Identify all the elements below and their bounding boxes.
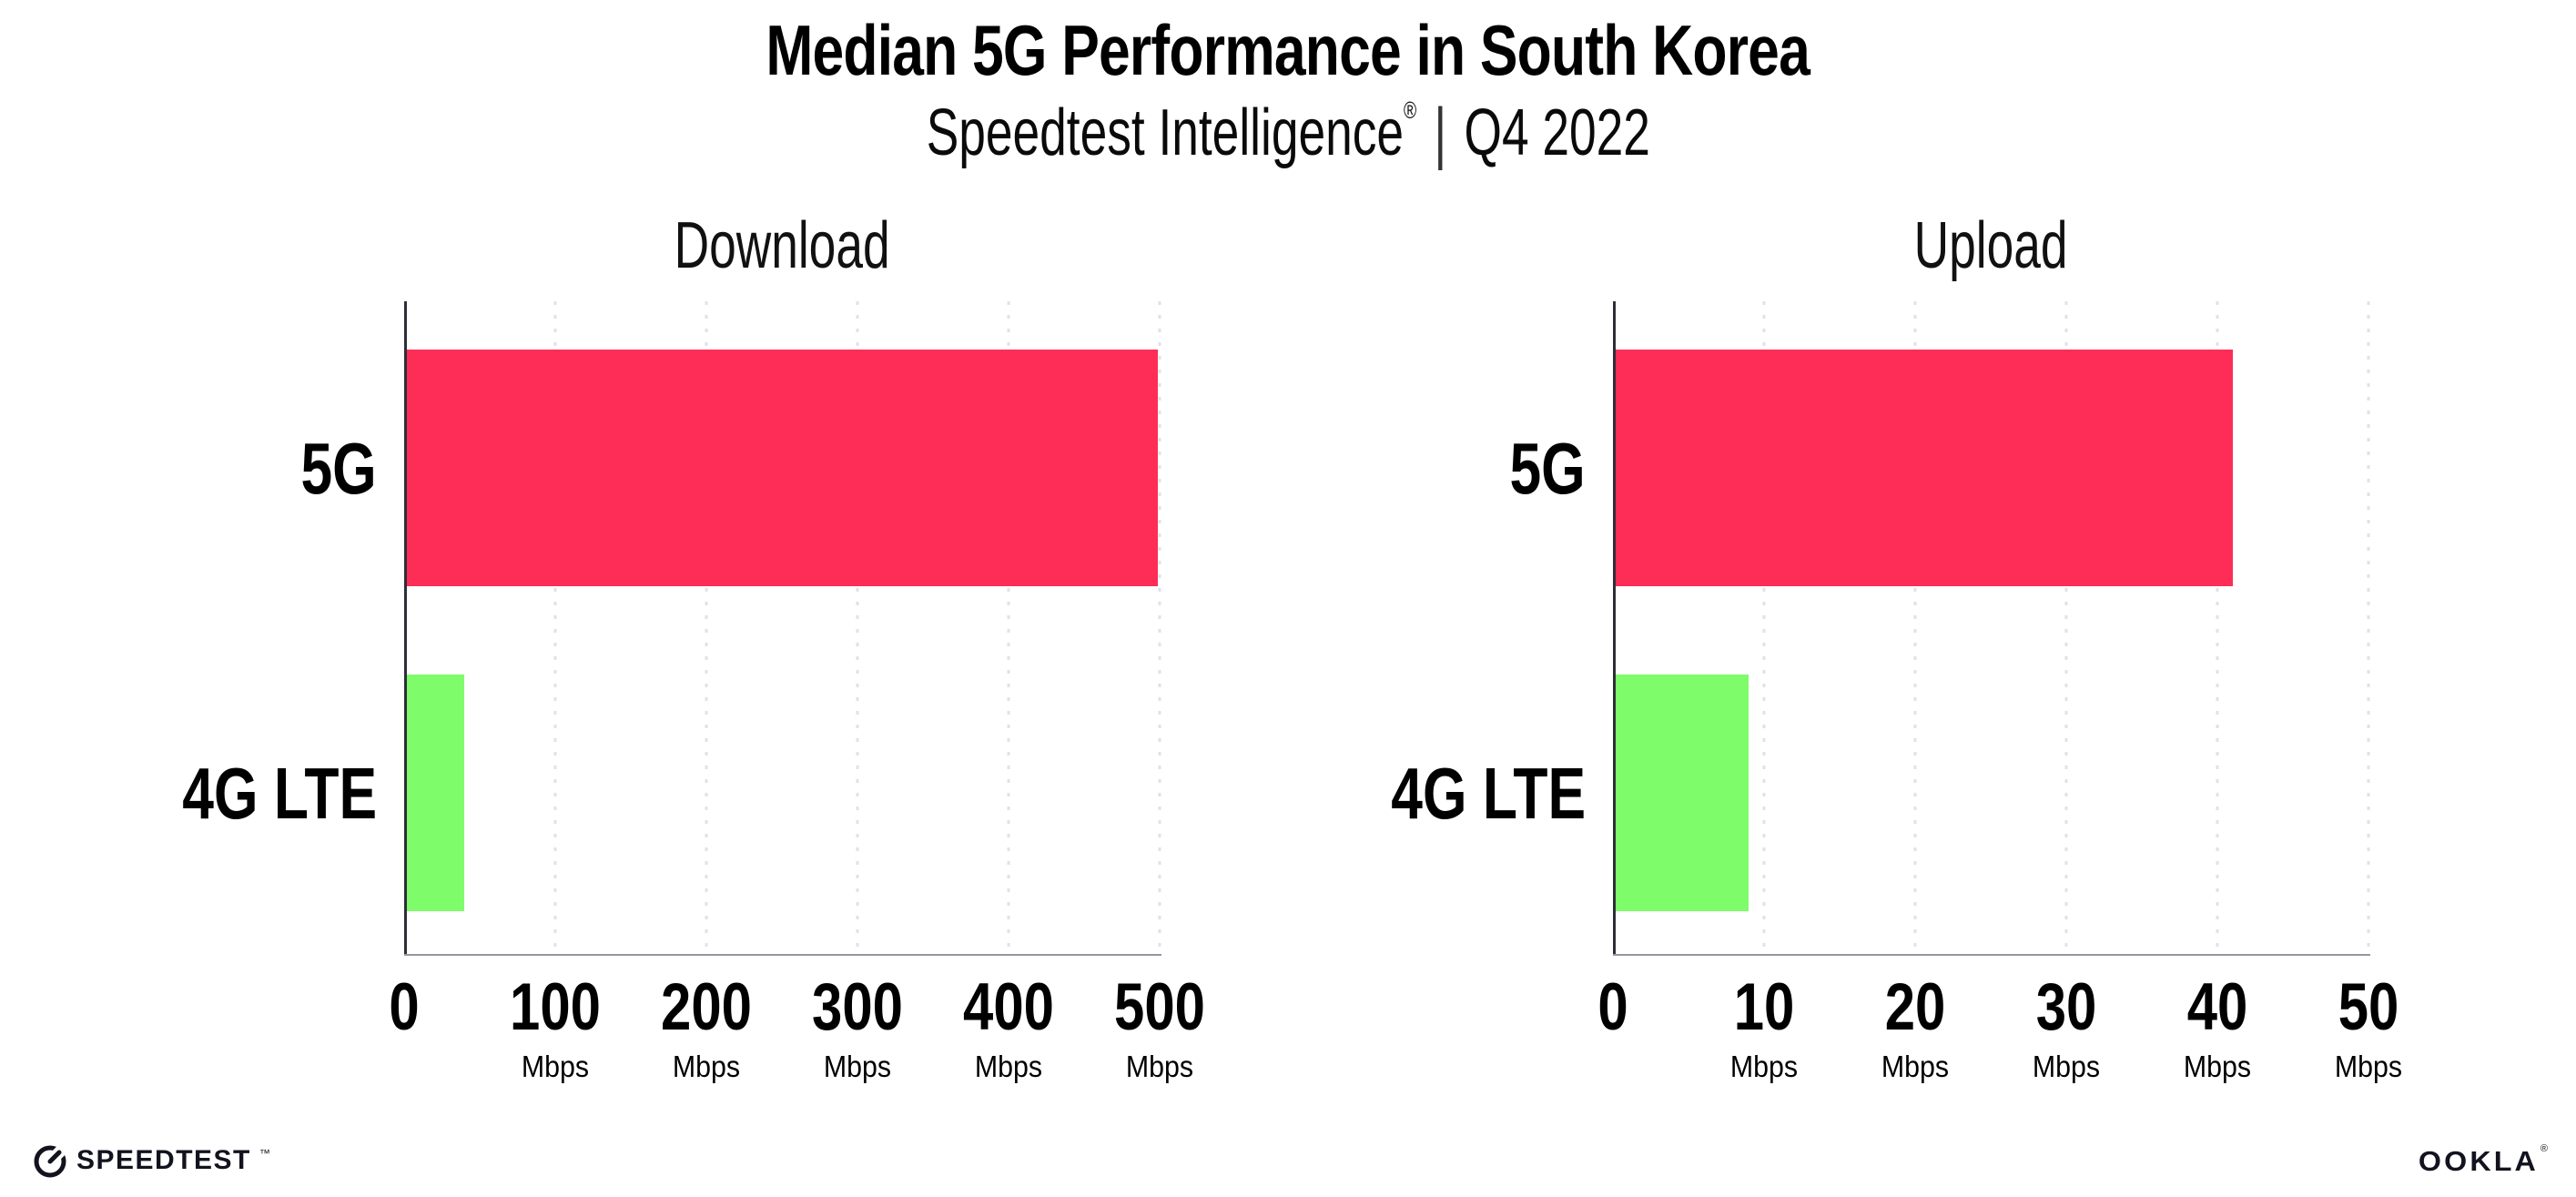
speedtest-trademark-icon: ™: [259, 1147, 270, 1160]
x-tick-10: 10 Mbps: [1727, 954, 1800, 1081]
chart-title-wrap: Upload: [1613, 213, 2368, 301]
bar-4g-lte-upload: [1616, 674, 1749, 911]
figure-title-text: Median 5G Performance in South Korea: [766, 10, 1810, 90]
figure-footer: SPEEDTEST ™ OOKLA ®: [32, 1142, 2548, 1179]
x-tick-unit-label: Mbps: [2183, 1050, 2252, 1083]
x-tick-unit-label: Mbps: [1729, 1050, 1799, 1083]
y-axis-line: [404, 301, 407, 954]
x-axis-ticks: 0 100 Mbps 200 Mbps 300 Mbps 400 Mbps 500 Mbps: [389, 954, 1205, 1090]
x-tick-300: 300 Mbps: [802, 954, 913, 1081]
category-axis: 5G 4G LTE: [36, 301, 404, 954]
x-tick-unit-label: Mbps: [1125, 1050, 1194, 1083]
gridline-200: [705, 301, 708, 954]
figure-title: Median 5G Performance in South Korea: [0, 15, 2576, 86]
x-axis-line: [1613, 954, 2370, 956]
panel-corner-spacer: [1160, 213, 1613, 301]
x-tick-400: 400 Mbps: [953, 954, 1064, 1081]
category-label-5g: 5G: [1509, 427, 1586, 509]
charts-row: Download 5G 4G LTE 0 100 Mbps 200 Mbps 300 Mbps…: [0, 213, 2576, 1090]
x-tick-unit-label: Mbps: [974, 1050, 1043, 1083]
x-tick-label: 50: [2338, 970, 2399, 1044]
x-tick-label: 500: [1114, 970, 1205, 1044]
x-tick-label: 400: [963, 970, 1054, 1044]
subtitle-period: Q4 2022: [1464, 96, 1650, 169]
x-tick-label: 20: [1884, 970, 1946, 1044]
x-tick-unit-label: Mbps: [672, 1050, 741, 1083]
x-tick-unit-label: Mbps: [521, 1050, 590, 1083]
plot-area: [1613, 301, 2370, 956]
chart-title: Download: [674, 209, 890, 282]
x-tick-0: 0: [1595, 954, 1632, 1040]
bar-5g-upload: [1616, 349, 2233, 586]
x-tick-0: 0: [386, 954, 423, 1040]
x-tick-label: 30: [2035, 970, 2097, 1044]
panel-corner-spacer: [36, 213, 404, 301]
download-chart-panel: Download 5G 4G LTE 0 100 Mbps 200 Mbps 300 Mbps…: [36, 213, 1205, 1090]
ookla-registered-icon: ®: [2540, 1142, 2548, 1154]
y-axis-line: [1613, 301, 1616, 954]
ookla-logo: OOKLA ®: [2419, 1143, 2548, 1175]
x-tick-label: 40: [2186, 970, 2248, 1044]
registered-trademark-icon: ®: [1403, 96, 1416, 124]
speedtest-logo-text: SPEEDTEST: [76, 1145, 251, 1175]
plot-area: [404, 301, 1161, 956]
gridline-400: [1007, 301, 1010, 954]
chart-title-wrap: Download: [404, 213, 1160, 301]
gridline-20: [1913, 301, 1917, 954]
gridline-30: [2064, 301, 2068, 954]
x-tick-unit-label: Mbps: [1881, 1050, 1950, 1083]
upload-chart-panel: Upload 5G 4G LTE 0 10 Mbps 20 Mbps 30 Mbps 40 Mbp…: [1160, 213, 2402, 1090]
gridline-300: [856, 301, 859, 954]
x-tick-30: 30 Mbps: [2029, 954, 2103, 1081]
chart-title: Upload: [1913, 209, 2068, 282]
x-tick-500: 500 Mbps: [1104, 954, 1215, 1081]
category-axis: 5G 4G LTE: [1160, 301, 1613, 954]
category-label-4g-lte: 4G LTE: [1391, 752, 1586, 834]
gridline-50: [2367, 301, 2370, 954]
x-tick-40: 40 Mbps: [2180, 954, 2254, 1081]
x-tick-label: 0: [389, 970, 420, 1044]
x-tick-unit-label: Mbps: [2334, 1050, 2403, 1083]
subtitle-product: Speedtest Intelligence: [926, 96, 1404, 169]
x-tick-unit-label: Mbps: [2032, 1050, 2101, 1083]
gridline-10: [1762, 301, 1766, 954]
x-axis-ticks: 0 10 Mbps 20 Mbps 30 Mbps 40 Mbps 50 Mbps: [1597, 954, 2402, 1090]
figure-header: Median 5G Performance in South Korea Spe…: [0, 15, 2576, 171]
x-tick-20: 20 Mbps: [1878, 954, 1952, 1081]
x-tick-label: 10: [1733, 970, 1795, 1044]
category-label-5g: 5G: [300, 427, 377, 509]
x-tick-label: 200: [661, 970, 752, 1044]
x-tick-50: 50 Mbps: [2331, 954, 2405, 1081]
x-tick-100: 100 Mbps: [500, 954, 611, 1081]
bar-5g-download: [407, 349, 1159, 586]
x-axis-line: [404, 954, 1161, 956]
bar-4g-lte-download: [407, 674, 465, 911]
figure-subtitle: Speedtest Intelligence® | Q4 2022: [0, 95, 2576, 171]
x-tick-label: 0: [1597, 970, 1628, 1044]
ookla-logo-text: OOKLA: [2418, 1144, 2539, 1177]
figure-subtitle-text: Speedtest Intelligence® | Q4 2022: [926, 95, 1649, 171]
speedtest-logo: SPEEDTEST ™: [32, 1142, 270, 1179]
gridline-100: [553, 301, 557, 954]
speedtest-gauge-icon: [34, 1142, 68, 1178]
x-tick-200: 200 Mbps: [651, 954, 762, 1081]
x-tick-label: 300: [812, 970, 903, 1044]
gridline-40: [2216, 301, 2219, 954]
x-tick-label: 100: [510, 970, 601, 1044]
gridline-500: [1158, 301, 1161, 954]
category-label-4g-lte: 4G LTE: [182, 752, 377, 834]
x-tick-unit-label: Mbps: [823, 1050, 892, 1083]
subtitle-divider: |: [1434, 95, 1446, 171]
